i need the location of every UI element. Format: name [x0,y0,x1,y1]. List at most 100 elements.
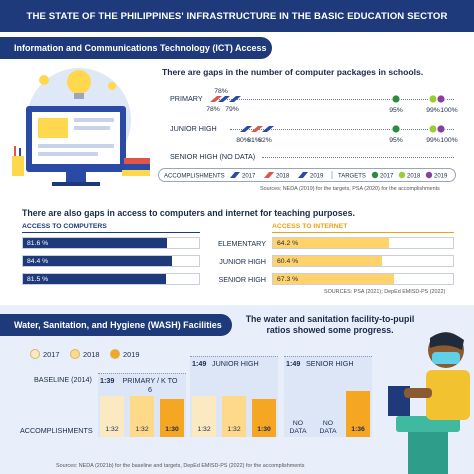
internet-access-value: 64.2 % [277,240,299,247]
target-label-1-2: 100% [440,137,457,144]
internet-access-value: 60.4 % [277,258,299,265]
wash-legend-swatch [110,349,120,359]
child-shirt [426,370,470,420]
internet-access-fill [273,238,389,248]
wash-section-title: Water, Sanitation, and Hygiene (WASH) Fa… [14,320,222,330]
gap-legend [158,168,456,182]
wash-group-guide [284,356,372,357]
internet-access-fill [273,274,395,284]
target-marker-0-1 [428,94,438,104]
acc-label-1-2: 82% [258,137,272,144]
handwashing-illustration [388,332,470,474]
wash-baseline-ratio: 1:39 [100,376,115,385]
computer-access-fill [23,256,172,266]
wash-bar-value: NO DATA [319,420,337,435]
wash-bar-value: 1:36 [351,426,365,433]
computer-access-bar: 84.4 % [22,255,200,267]
wash-group-guide [98,373,186,374]
legend-acc-year-1: 2018 [276,174,290,180]
wash-bar [222,396,246,437]
wash-baseline-ratio: 1:49 [286,359,301,368]
wash-legend-swatch [70,349,80,359]
target-marker-0-0 [391,94,401,104]
wash-group-guide [190,356,278,357]
computer-access-value: 84.4 % [27,258,49,265]
target-marker-0-2 [436,94,446,104]
wash-bar [346,390,370,437]
wash-baseline-ratio: 1:49 [192,359,207,368]
acc-marker-0-0 [218,96,230,102]
books-icon [122,158,150,176]
legend-acc-year-2: 2019 [310,174,324,180]
wash-bar-value: 1:30 [165,426,179,433]
target-marker-1-0 [391,124,401,134]
target-label-1-1: 99% [426,137,440,144]
junior-row-line [230,129,454,130]
target-marker-1-1 [428,124,438,134]
sources-1: Sources: NEDA (2019) for the targets, PS… [260,186,440,192]
acc-marker-1-2 [262,126,274,132]
ict-section-header: Information and Communications Technolog… [0,37,272,59]
ict-illustration [12,68,150,186]
child-arm [404,388,432,398]
target-label-0-2: 100% [440,107,457,114]
legend-accomplishments: ACCOMPLISHMENTS [164,174,225,180]
acc-label-0-1: 78% [206,106,220,113]
legend-acc-year-0: 2017 [242,174,256,180]
wash-bar-value: 1:32 [105,426,119,433]
wash-legend-swatch [30,349,40,359]
row-label-primary: PRIMARY [170,94,203,103]
sources-2: SOURCES: PSA (2021); DepEd EMISD-PS (202… [324,289,446,295]
wash-legend-year: 2018 [83,350,100,359]
legend-acc-swatch-2 [298,172,308,178]
legend-target-year-2: 2019 [434,174,448,180]
internet-head-rule [272,232,454,233]
acc-label-0-2: 79% [225,106,239,113]
acc-marker-0-2 [229,96,241,102]
wash-bar [252,398,276,437]
target-label-1-0: 95% [389,137,403,144]
internet-access-bar: 67.3 % [272,273,454,285]
computer-access-bar: 81.5 % [22,273,200,285]
baseline-label: BASELINE (2014) [34,375,92,384]
primary-row-line [214,99,454,100]
acc-marker-1-0 [240,126,252,132]
wash-bar-value: 1:30 [257,426,271,433]
wash-group-name: JUNIOR HIGH [212,359,259,368]
acc-label-0-0: 78% [214,88,228,95]
legend-acc-swatch-1 [264,172,274,178]
computer-access-fill [23,274,167,284]
acc-marker-1-1 [251,126,263,132]
access-level-label: ELEMENTARY [217,239,266,248]
access-level-label: SENIOR HIGH [218,275,266,284]
child-hair [430,332,464,350]
wash-sources: Sources: NEDA (2021b) for the baseline a… [56,463,305,469]
ict-section-title: Information and Communications Technolog… [14,43,267,53]
wash-bar [160,398,184,437]
gap-title: There are gaps in the number of computer… [162,67,424,77]
wash-group-name: SENIOR HIGH [306,359,354,368]
wash-bar-value: NO DATA [289,420,307,435]
internet-access-bar: 60.4 % [272,255,454,267]
legend-targets: TARGETS [338,174,366,180]
access-level-label: JUNIOR HIGH [219,257,266,266]
internet-access-bar: 64.2 % [272,237,454,249]
wash-legend-year: 2017 [43,350,60,359]
computers-head-rule [22,232,200,233]
target-marker-1-2 [436,124,446,134]
computer-access-bar: 81.6 % [22,237,200,249]
wash-legend-year: 2019 [123,350,140,359]
wash-group-name: PRIMARY / K TO 6 [122,376,178,394]
lightbulb-icon [67,70,91,99]
pencil-cup-icon [12,146,24,176]
legend-target-swatch-1 [398,171,406,179]
page-title: THE STATE OF THE PHILIPPINES' INFRASTRUC… [0,0,474,32]
senior-row-line [262,157,454,158]
wash-bar [130,396,154,437]
wash-bar [100,396,124,437]
face-mask-icon [432,352,460,364]
wash-section-header: Water, Sanitation, and Hygiene (WASH) Fa… [0,314,232,336]
row-label-senior-high: SENIOR HIGH (NO DATA) [170,152,256,161]
sink-stand [408,430,448,474]
computer-access-value: 81.6 % [27,240,49,247]
